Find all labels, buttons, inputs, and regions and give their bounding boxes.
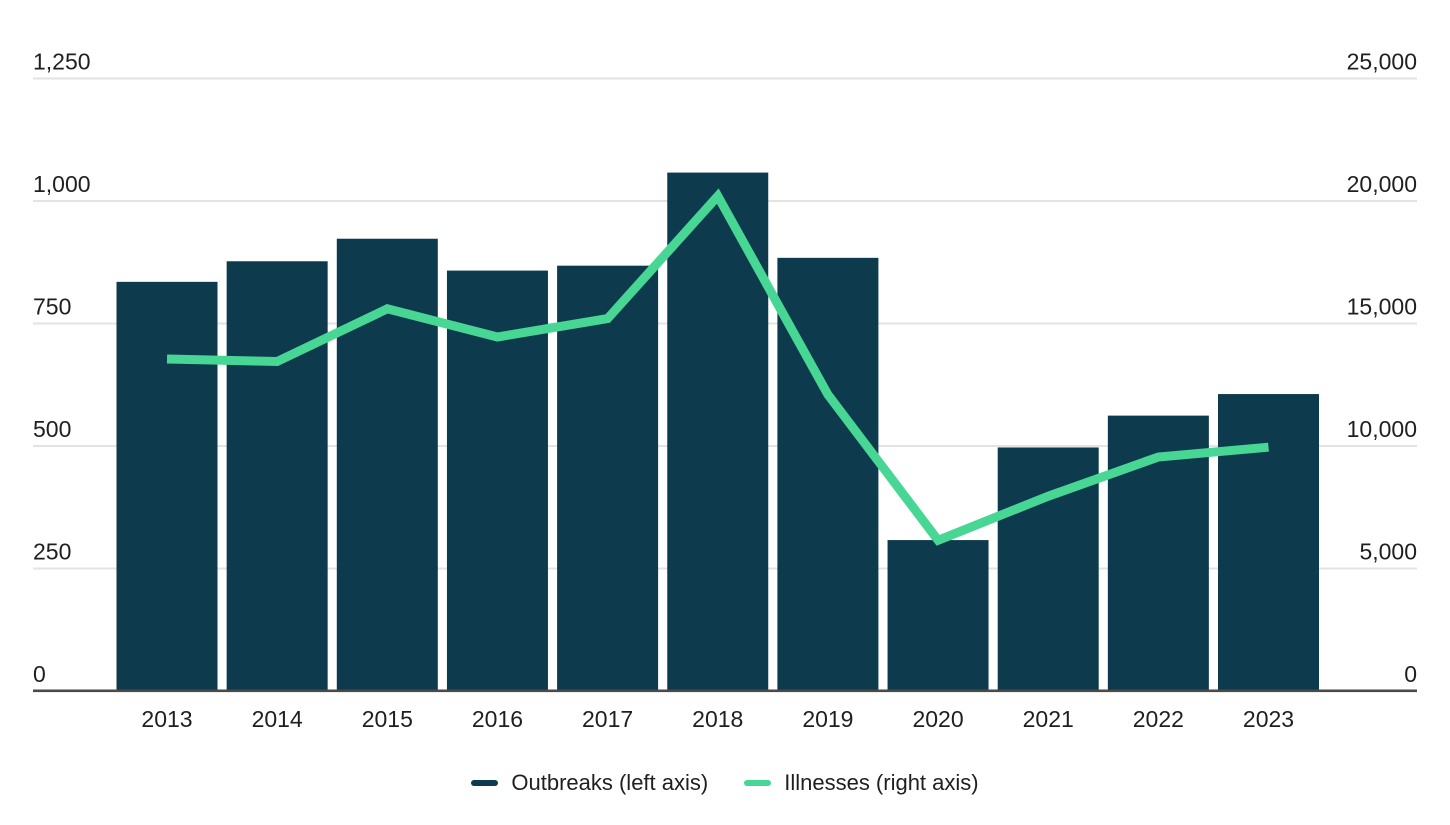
x-label-2016: 2016 — [472, 706, 523, 732]
right-tick-15,000: 15,000 — [1347, 294, 1417, 320]
legend-item-outbreaks: Outbreaks (left axis) — [471, 770, 708, 796]
combo-chart-canvas: 0 250 500 750 1,000 1,250 0 5,000 10,000 15,000 20… — [33, 49, 1417, 732]
left-tick-1,000: 1,000 — [33, 171, 91, 197]
x-label-2014: 2014 — [252, 706, 303, 732]
right-tick-5,000: 5,000 — [1359, 539, 1417, 565]
bar-2020 — [887, 540, 989, 690]
x-label-2021: 2021 — [1023, 706, 1074, 732]
x-label-2015: 2015 — [362, 706, 413, 732]
x-label-2017: 2017 — [582, 706, 633, 732]
illnesses-line — [166, 188, 1269, 546]
left-tick-500: 500 — [33, 416, 71, 442]
right-tick-0: 0 — [1404, 661, 1417, 687]
x-label-2013: 2013 — [141, 706, 192, 732]
outbreaks-line-swatch-icon — [471, 780, 499, 786]
x-axis-line — [33, 689, 1417, 693]
left-tick-1,250: 1,250 — [33, 49, 91, 75]
x-label-2018: 2018 — [692, 706, 743, 732]
bar-2013 — [116, 281, 218, 690]
left-axis-labels: 0 250 500 750 1,000 1,250 — [33, 49, 91, 688]
legend-item-illnesses: Illnesses (right axis) — [744, 770, 979, 796]
x-label-2020: 2020 — [912, 706, 963, 732]
right-tick-25,000: 25,000 — [1347, 49, 1417, 75]
right-tick-20,000: 20,000 — [1347, 171, 1417, 197]
x-axis-labels: 2013 2014 2015 2016 2017 2018 2019 2020 2021 2022… — [141, 706, 1294, 732]
right-axis-labels: 0 5,000 10,000 15,000 20,000 25,000 — [1347, 49, 1417, 688]
bar-2018 — [667, 172, 769, 690]
legend-label-outbreaks: Outbreaks (left axis) — [511, 770, 709, 795]
chart-legend: Outbreaks (left axis) Illnesses (right a… — [0, 770, 1450, 796]
bar-2023 — [1218, 394, 1319, 690]
bar-2017 — [557, 265, 659, 690]
left-tick-0: 0 — [33, 661, 46, 687]
illnesses-line-swatch-icon — [744, 780, 772, 786]
left-tick-750: 750 — [33, 294, 71, 320]
left-tick-250: 250 — [33, 539, 71, 565]
outbreaks-bars — [116, 172, 1319, 691]
right-tick-10,000: 10,000 — [1347, 416, 1417, 442]
x-label-2022: 2022 — [1133, 706, 1184, 732]
x-label-2023: 2023 — [1243, 706, 1294, 732]
x-label-2019: 2019 — [802, 706, 853, 732]
bar-2014 — [226, 261, 328, 690]
legend-label-illnesses: Illnesses (right axis) — [784, 770, 979, 795]
